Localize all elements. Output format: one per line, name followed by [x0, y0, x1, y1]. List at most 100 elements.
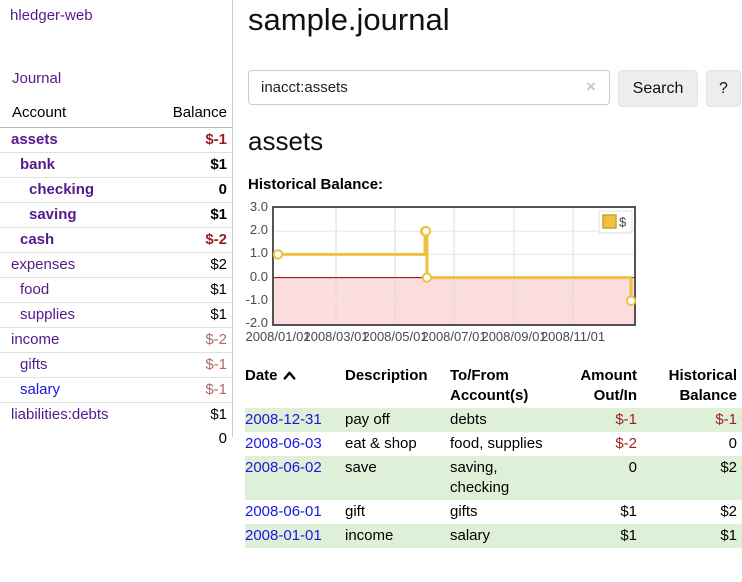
account-total-row: 0	[0, 427, 232, 451]
account-link[interactable]: income	[11, 331, 60, 348]
transaction-accounts: saving, checking	[450, 459, 510, 496]
transaction-amount: $1	[620, 527, 637, 544]
account-link[interactable]: liabilities:debts	[11, 406, 109, 423]
register-row: 2008-06-02 save saving, checking 0 $2	[245, 456, 742, 500]
account-row: supplies $1	[0, 302, 232, 328]
transaction-balance: 0	[728, 435, 737, 452]
register-table: Date Description To/From Account(s) Amou…	[245, 362, 742, 548]
account-link[interactable]: food	[20, 281, 50, 298]
transaction-amount: $1	[620, 503, 637, 520]
balance-column-header: Balance	[172, 104, 227, 121]
account-link[interactable]: checking	[29, 181, 95, 198]
account-link[interactable]: supplies	[20, 306, 76, 323]
transaction-description: gift	[345, 503, 366, 520]
help-button[interactable]: ?	[706, 70, 741, 107]
account-row: salary $-1	[0, 377, 232, 403]
chart-plot-area: $	[272, 206, 636, 326]
account-total-balance: 0	[218, 430, 227, 447]
x-axis-tick-label: 2008/11/01	[540, 329, 606, 344]
y-axis-tick-label: -2.0	[245, 315, 268, 330]
account-balance: $1	[210, 406, 227, 423]
account-link[interactable]: bank	[20, 156, 56, 173]
chart-title: Historical Balance:	[248, 176, 384, 193]
account-balance: $-1	[205, 131, 227, 148]
account-balance: $2	[210, 256, 227, 273]
transaction-date-link[interactable]: 2008-12-31	[245, 411, 322, 428]
account-total-spacer	[0, 427, 150, 451]
transaction-accounts: food, supplies	[450, 435, 543, 452]
accounts-column-header: To/From Account(s)	[450, 367, 529, 404]
transaction-description: pay off	[345, 411, 390, 428]
description-column-header: Description	[345, 367, 428, 384]
brand-link[interactable]: hledger-web	[10, 7, 93, 24]
account-row: food $1	[0, 277, 232, 303]
transaction-amount: $-1	[615, 411, 637, 428]
account-row: assets $-1	[0, 128, 232, 153]
register-row: 2008-06-03 eat & shop food, supplies $-2…	[245, 432, 742, 456]
account-balance: $1	[210, 281, 227, 298]
search-input[interactable]	[248, 70, 610, 105]
transaction-date-link[interactable]: 2008-06-01	[245, 503, 322, 520]
transaction-description: income	[345, 527, 394, 544]
transaction-accounts: gifts	[450, 503, 478, 520]
y-axis-tick-label: -1.0	[245, 291, 268, 307]
x-axis-tick-label: 2008/07/01	[421, 329, 487, 344]
register-row: 2008-06-01 gift gifts $1 $2	[245, 500, 742, 524]
transaction-balance: $-1	[715, 411, 737, 428]
balance-chart: 3.0 2.0 1.0 0.0 -1.0 -2.0 2008/01/01 2008/03/01…	[238, 199, 658, 350]
transaction-accounts: debts	[450, 411, 487, 428]
account-balance: $1	[210, 206, 227, 223]
sidebar: hledger-web Journal Account Balance asse…	[0, 0, 233, 447]
account-link[interactable]: salary	[20, 381, 61, 398]
transaction-description: save	[345, 459, 377, 476]
account-link[interactable]: expenses	[11, 256, 76, 273]
y-axis-tick-label: 2.0	[249, 222, 268, 238]
chart-legend: $	[598, 210, 633, 234]
balance-column-header-main: Historical Balance	[668, 367, 737, 404]
register-header-row: Date Description To/From Account(s) Amou…	[245, 362, 742, 408]
account-balance: $-2	[205, 331, 227, 348]
account-link[interactable]: saving	[29, 206, 77, 223]
transaction-date-link[interactable]: 2008-01-01	[245, 527, 322, 544]
account-row: cash $-2	[0, 227, 232, 253]
transaction-amount: $-2	[615, 435, 637, 452]
account-row: expenses $2	[0, 252, 232, 278]
transaction-accounts: salary	[450, 527, 491, 544]
search-button[interactable]: Search	[618, 70, 698, 107]
transaction-balance: $1	[720, 527, 737, 544]
sidebar-item-journal[interactable]: Journal	[12, 70, 62, 87]
x-axis-tick-label: 2008/01/01	[245, 329, 311, 344]
x-axis-tick-label: 2008/09/01	[481, 329, 547, 344]
account-link[interactable]: gifts	[20, 356, 48, 373]
account-link[interactable]: assets	[11, 131, 58, 148]
account-tree-body: assets $-1 bank $1 checking 0 saving $1 …	[0, 128, 232, 428]
date-column-header[interactable]: Date	[245, 362, 345, 408]
transaction-balance: $2	[720, 503, 737, 520]
y-axis-tick-label: 3.0	[249, 199, 268, 214]
account-balance: $1	[210, 156, 227, 173]
clear-search-icon[interactable]: ×	[586, 77, 596, 96]
transaction-date-link[interactable]: 2008-06-03	[245, 435, 322, 452]
page-title: sample.journal	[248, 2, 450, 37]
transaction-date-link[interactable]: 2008-06-02	[245, 459, 322, 476]
account-balance: $1	[210, 306, 227, 323]
account-row: checking 0	[0, 177, 232, 203]
account-link[interactable]: cash	[20, 231, 55, 248]
svg-text:$: $	[619, 215, 627, 230]
account-tree-table: Account Balance assets $-1 bank $1 check…	[0, 100, 232, 451]
register-body: 2008-12-31 pay off debts $-1 $-1 2008-06…	[245, 408, 742, 548]
register-row: 2008-01-01 income salary $1 $1	[245, 524, 742, 548]
account-tree-header-row: Account Balance	[0, 100, 232, 128]
account-row: gifts $-1	[0, 352, 232, 378]
account-row: income $-2	[0, 327, 232, 353]
account-balance: $-2	[205, 231, 227, 248]
y-axis-tick-label: 0.0	[249, 268, 268, 284]
x-axis-tick-label: 2008/03/01	[303, 329, 369, 344]
account-row: bank $1	[0, 152, 232, 178]
transaction-amount: 0	[628, 459, 637, 476]
register-row: 2008-12-31 pay off debts $-1 $-1	[245, 408, 742, 432]
account-balance: $-1	[205, 356, 227, 373]
transaction-description: eat & shop	[345, 435, 417, 452]
y-axis-tick-label: 1.0	[249, 245, 268, 261]
